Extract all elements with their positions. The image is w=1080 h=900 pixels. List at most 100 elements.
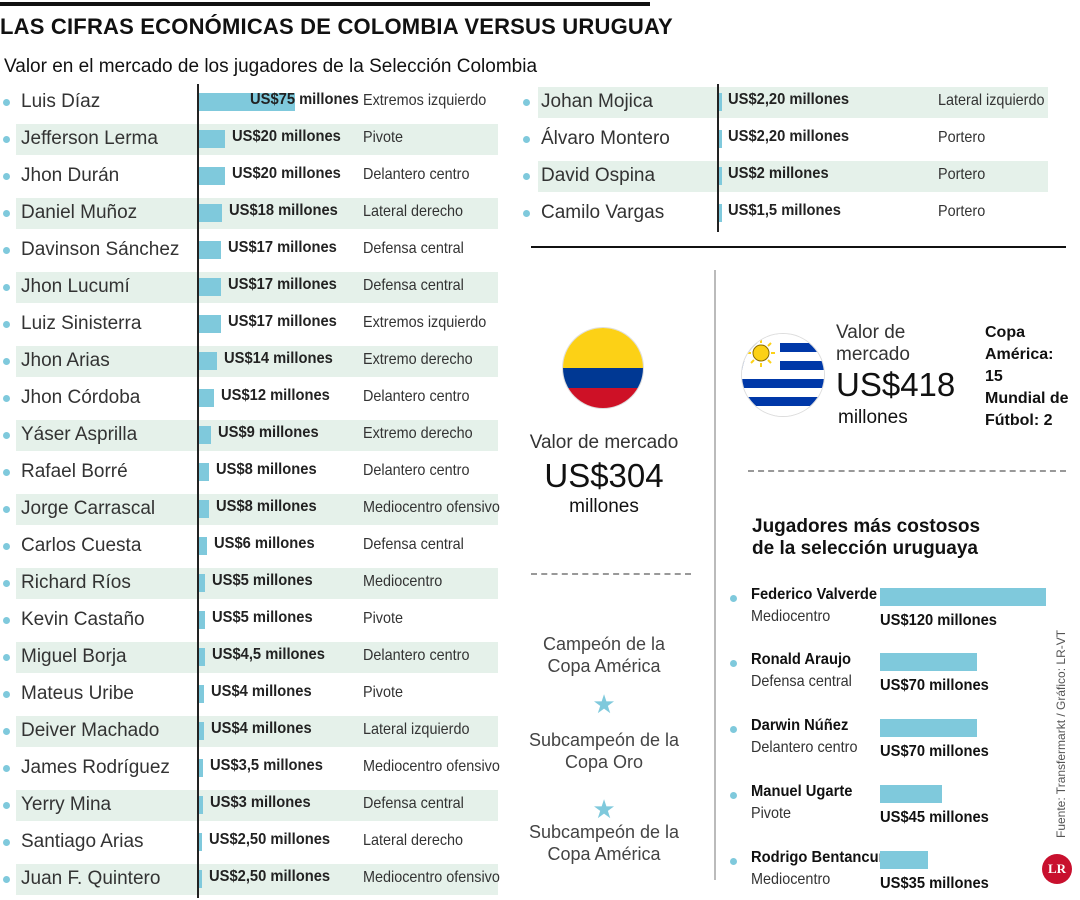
player-position: Lateral izquierdo (363, 721, 470, 738)
bullet-icon (3, 765, 10, 772)
bullet-icon (3, 469, 10, 476)
value-label: US$75 millones (250, 91, 359, 108)
bar-axis (197, 195, 199, 232)
value-label: US$17 millones (227, 313, 337, 330)
player-position: Defensa central (363, 536, 464, 553)
row-shade (16, 272, 498, 303)
player-row: Juan F. Quintero US$2,50 millones Mediocen… (0, 861, 500, 898)
player-row: Rafael Borré US$8 millones Delantero centr… (0, 454, 500, 491)
bar-axis (197, 861, 199, 898)
value-bar (719, 130, 722, 148)
bar-axis (197, 306, 199, 343)
lr-logo: LR (1042, 854, 1072, 884)
player-row: Yáser Asprilla US$9 millones Extremo derec… (0, 417, 500, 454)
colombia-flag-icon (563, 328, 643, 408)
player-position: Pivote (363, 684, 404, 701)
player-position: Delantero centro (363, 647, 470, 664)
player-name: Kevin Castaño (21, 609, 145, 630)
player-name: Jhon Córdoba (21, 387, 141, 408)
player-row: James Rodríguez US$3,5 millones Mediocentr… (0, 750, 500, 787)
player-row: Álvaro Montero US$2,20 millones Portero (520, 121, 1050, 158)
bar-axis (717, 158, 719, 195)
bar-axis (197, 269, 199, 306)
player-name: James Rodríguez (21, 757, 170, 778)
value-bar (199, 278, 221, 296)
player-position: Extremos izquierdo (363, 92, 487, 109)
uruguay-mundial: Mundial de Fútbol: 2 (985, 390, 1069, 429)
player-name: Juan F. Quintero (21, 868, 161, 889)
bar-axis (197, 639, 199, 676)
value-bar (199, 537, 207, 555)
value-label: US$5 millones (212, 572, 314, 589)
bullet-icon (3, 543, 10, 550)
player-position: Mediocentro ofensivo (363, 499, 500, 516)
player-position: Mediocentro (751, 871, 831, 888)
player-name: Davinson Sánchez (21, 239, 180, 260)
value-bar (199, 93, 295, 111)
player-name: Jefferson Lerma (21, 128, 158, 149)
uruguay-copa-america: Copa América: 15 (985, 324, 1054, 385)
value-label: US$17 millones (227, 276, 337, 293)
value-bar (199, 167, 225, 185)
colombia-players-list-right: Johan Mojica US$2,20 millones Lateral izqu… (520, 84, 1050, 232)
player-row: Deiver Machado US$4 millones Lateral izqui… (0, 713, 500, 750)
value-label: US$14 millones (223, 350, 333, 367)
player-row: David Ospina US$2 millones Portero (520, 158, 1050, 195)
bullet-icon (3, 506, 10, 513)
player-name: Luis Díaz (21, 91, 101, 112)
bullet-icon (3, 321, 10, 328)
player-name: Richard Ríos (21, 572, 131, 593)
bullet-icon (3, 580, 10, 587)
colombia-market-value-label: Valor de mercado (529, 432, 679, 453)
player-row: Mateus Uribe US$4 millones Pivote (0, 676, 500, 713)
value-label: US$2,50 millones (209, 831, 331, 848)
player-name: Carlos Cuesta (21, 535, 142, 556)
player-name: Manuel Ugarte (751, 783, 853, 800)
player-row: Yerry Mina US$3 millones Defensa central (0, 787, 500, 824)
value-label: US$17 millones (227, 239, 337, 256)
player-name: Jhon Arias (21, 350, 110, 371)
player-name: Rodrigo Bentancur (751, 849, 885, 866)
value-label: US$45 millones (880, 809, 989, 826)
bullet-icon (730, 858, 737, 865)
bullet-icon (3, 358, 10, 365)
bullet-icon (523, 210, 530, 217)
player-name: Santiago Arias (21, 831, 144, 852)
player-position: Portero (938, 129, 986, 146)
value-bar (199, 685, 205, 703)
bar-axis (197, 380, 199, 417)
player-name: Rafael Borré (21, 461, 128, 482)
bullet-icon (3, 284, 10, 291)
player-name: Jhon Durán (21, 165, 120, 186)
player-position: Portero (938, 166, 986, 183)
value-bar (199, 722, 205, 740)
vertical-divider (714, 270, 716, 880)
value-label: US$2,20 millones (728, 91, 850, 108)
player-position: Mediocentro (751, 608, 831, 625)
player-position: Extremos izquierdo (363, 314, 487, 331)
dashed-divider (531, 573, 691, 575)
player-row: Santiago Arias US$2,50 millones Lateral de… (0, 824, 500, 861)
player-row: Jefferson Lerma US$20 millones Pivote (0, 121, 500, 158)
bar-axis (197, 565, 199, 602)
bullet-icon (3, 839, 10, 846)
bullet-icon (3, 173, 10, 180)
value-label: US$120 millones (880, 612, 997, 629)
uruguay-player-row: Federico Valverde Mediocentro US$120 millo… (730, 586, 1060, 646)
value-bar (199, 463, 210, 481)
player-row: Daniel Muñoz US$18 millones Lateral derech… (0, 195, 500, 232)
value-bar (199, 759, 204, 777)
value-label: US$3 millones (209, 794, 311, 811)
value-label: US$70 millones (880, 743, 989, 760)
value-label: US$3,5 millones (210, 757, 324, 774)
row-shade (16, 420, 498, 451)
value-label: US$8 millones (216, 498, 317, 515)
colombia-players-list-left: Luis Díaz US$75 millones Extremos izquierd… (0, 84, 500, 898)
bullet-icon (730, 792, 737, 799)
player-name: Johan Mojica (541, 91, 653, 112)
value-label: US$6 millones (213, 535, 315, 552)
player-row: Kevin Castaño US$5 millones Pivote (0, 602, 500, 639)
uruguay-players-heading: Jugadores más costosos de la selección u… (752, 516, 981, 559)
value-label: US$1,5 millones (728, 202, 841, 219)
player-name: Darwin Núñez (751, 717, 849, 734)
